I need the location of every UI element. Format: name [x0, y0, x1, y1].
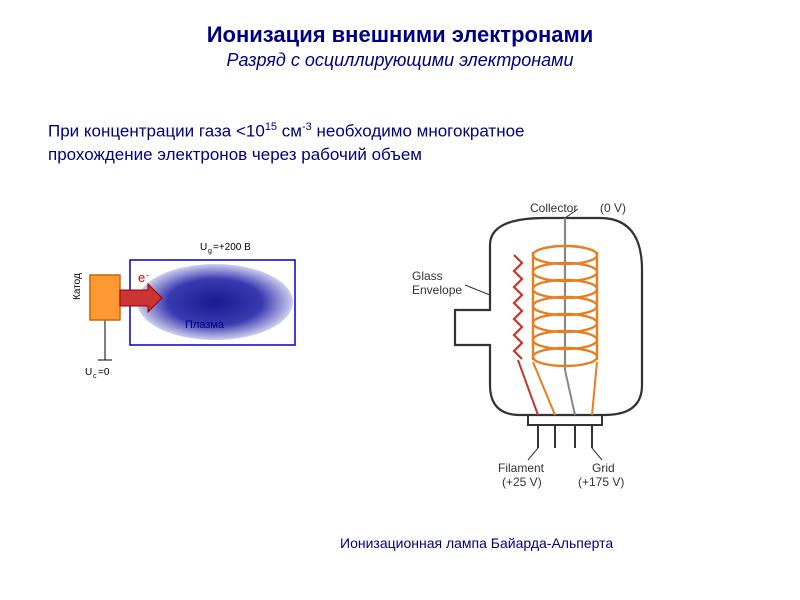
uc-sub: c — [93, 373, 97, 380]
electron-label: e — [138, 270, 145, 285]
ug-val: =+200 В — [213, 242, 251, 253]
gauge-svg: Collector (0 V) Glass Envelope Filament … — [410, 200, 690, 490]
cathode-rect — [90, 275, 120, 320]
collector-label: Collector — [530, 201, 577, 215]
filament-label: Filament — [498, 461, 545, 475]
cathode-label: Катод — [72, 273, 83, 300]
body-post: необходимо многократное — [312, 122, 525, 141]
grid-volt: (+175 V) — [578, 475, 624, 489]
grid-lead-1 — [533, 362, 555, 415]
page-subtitle: Разряд с осциллирующими электронами — [0, 50, 800, 71]
plasma-label: Плазма — [185, 319, 225, 331]
uc-val: =0 — [98, 367, 110, 378]
body-exp2: -3 — [302, 121, 312, 133]
page-title: Ионизация внешними электронами — [0, 22, 800, 48]
gauge-diagram: Collector (0 V) Glass Envelope Filament … — [410, 200, 690, 495]
body-mid: см — [277, 122, 302, 141]
collector-lead-bottom — [565, 370, 575, 415]
ug-text: U — [200, 242, 207, 253]
uc-text: U — [85, 367, 92, 378]
title-block: Ионизация внешними электронами Разряд с … — [0, 0, 800, 71]
filament-volt: (+25 V) — [502, 475, 542, 489]
feedthrough-pins — [538, 425, 592, 448]
body-pre: При концентрации газа <10 — [48, 122, 265, 141]
gauge-caption: Ионизационная лампа Байарда-Альперта — [340, 535, 613, 551]
body-line2: прохождение электронов через рабочий объ… — [48, 145, 422, 164]
plasma-svg: U c =0 Катод e - Плазма U g =+200 В — [60, 220, 320, 400]
glass-label-1: Glass — [412, 269, 443, 283]
grid-lead-2 — [592, 362, 597, 415]
body-paragraph: При концентрации газа <1015 см-3 необход… — [48, 120, 525, 167]
collector-volt: (0 V) — [600, 201, 626, 215]
filament-zigzag — [514, 255, 522, 359]
body-exp1: 15 — [265, 121, 277, 133]
electron-minus: - — [146, 270, 149, 280]
plasma-diagram: U c =0 Катод e - Плазма U g =+200 В — [60, 220, 320, 405]
base-rect — [528, 415, 602, 425]
ug-sub: g — [208, 248, 212, 255]
glass-label-2: Envelope — [412, 283, 462, 297]
grid-label: Grid — [592, 461, 615, 475]
